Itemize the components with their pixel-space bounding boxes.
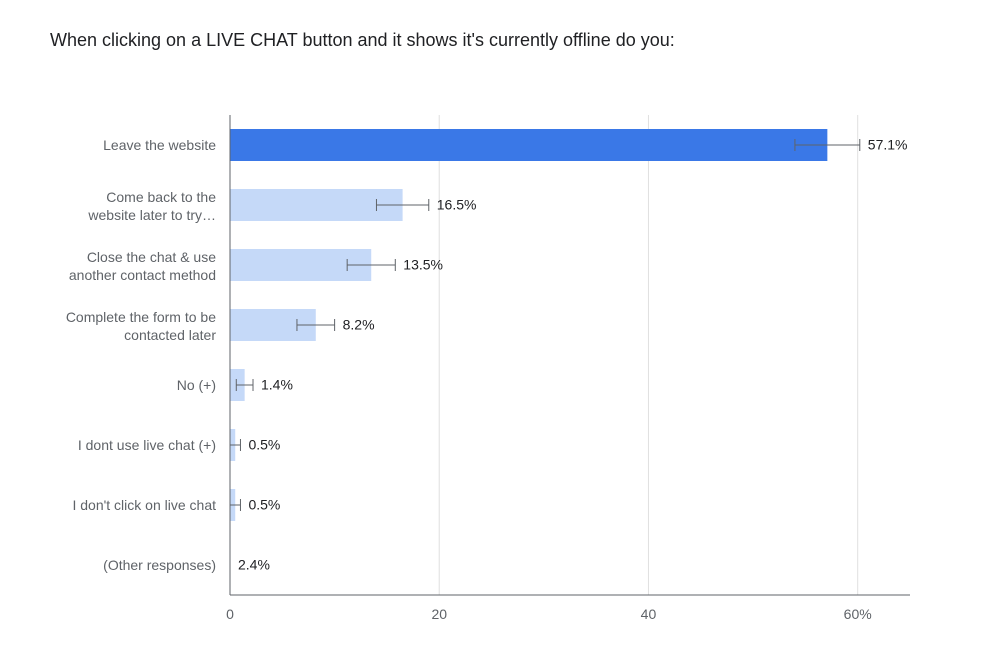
x-tick-label: 0 xyxy=(226,606,234,622)
value-label: 8.2% xyxy=(343,317,375,333)
x-tick-label: 20 xyxy=(431,606,447,622)
chart-container: When clicking on a LIVE CHAT button and … xyxy=(0,0,1000,668)
category-label: contacted later xyxy=(124,327,216,343)
category-label: website later to try… xyxy=(87,207,216,223)
value-label: 13.5% xyxy=(403,257,443,273)
category-label: Come back to the xyxy=(106,189,216,205)
bar-chart: 0 20 40 60% Leave the website 57.1% Come back … xyxy=(0,0,1000,668)
value-label: 16.5% xyxy=(437,197,477,213)
value-label: 0.5% xyxy=(248,437,280,453)
category-label: No (+) xyxy=(177,377,216,393)
category-label: another contact method xyxy=(69,267,216,283)
value-label: 57.1% xyxy=(868,137,908,153)
category-label: Leave the website xyxy=(103,137,216,153)
value-label: 1.4% xyxy=(261,377,293,393)
category-label: (Other responses) xyxy=(103,557,216,573)
value-label: 2.4% xyxy=(238,557,270,573)
category-label: Complete the form to be xyxy=(66,309,216,325)
category-label: Close the chat & use xyxy=(87,249,216,265)
x-tick-label: 40 xyxy=(641,606,657,622)
x-tick-label: 60% xyxy=(844,606,872,622)
bar xyxy=(230,129,827,161)
category-label: I don't click on live chat xyxy=(72,497,216,513)
value-label: 0.5% xyxy=(248,497,280,513)
category-label: I dont use live chat (+) xyxy=(78,437,216,453)
